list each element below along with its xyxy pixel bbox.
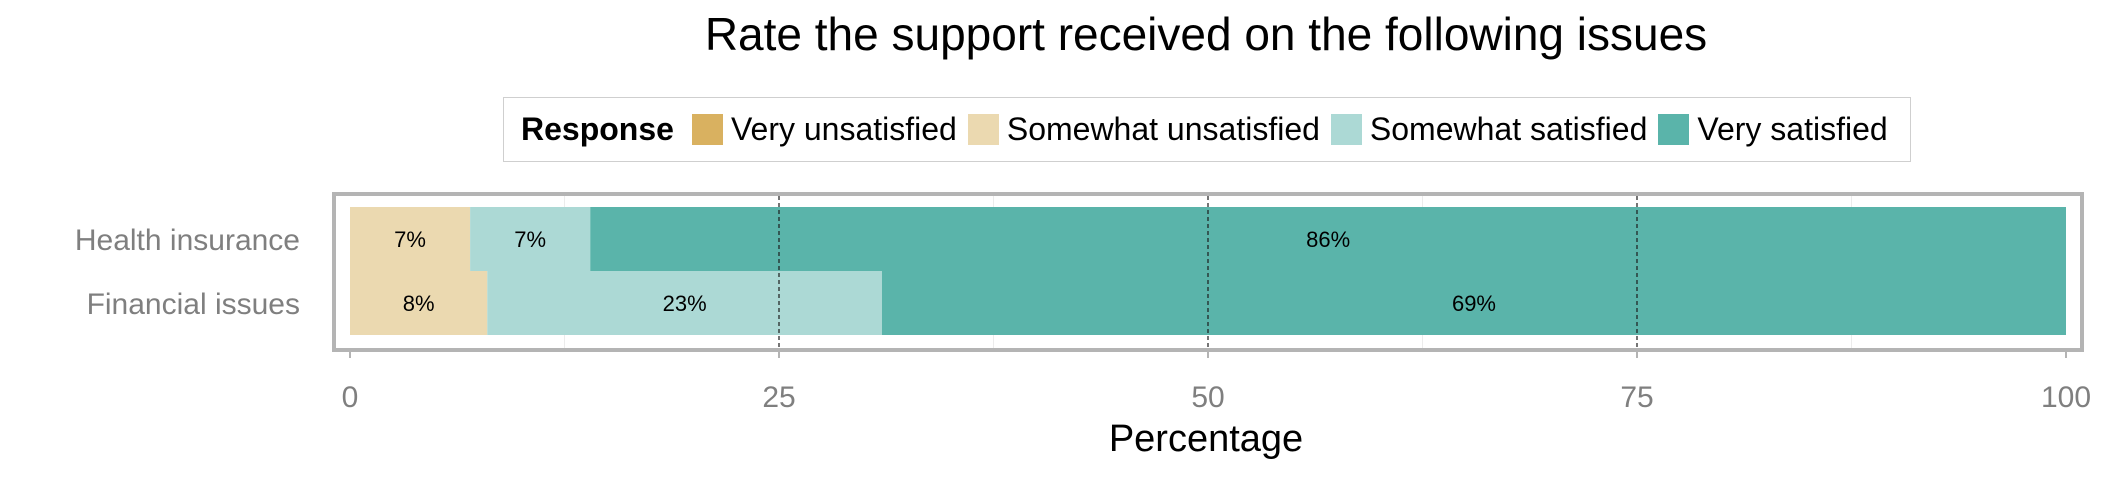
bar-row-health-insurance: 7% 7% 86%	[350, 207, 2066, 271]
x-axis-title: Percentage	[1109, 418, 1303, 460]
plot-area: 7% 7% 86% Health insurance 8% 23% 69% Financial…	[75, 192, 2091, 414]
bar-segment	[350, 271, 488, 335]
data-label: 23%	[663, 291, 707, 316]
legend-label: Somewhat unsatisfied	[1006, 111, 1320, 147]
bar-segment	[487, 271, 882, 335]
legend-swatch	[1658, 114, 1690, 145]
legend-swatch	[691, 114, 723, 145]
legend-item-very-satisfied: Very satisfied	[1658, 111, 1888, 148]
data-label: 69%	[1452, 291, 1496, 316]
legend: Response Very unsatisfied Somewhat unsat…	[503, 97, 1911, 162]
legend-swatch	[967, 114, 999, 145]
x-tick-label: 75	[1620, 381, 1653, 414]
bar-segment	[881, 271, 2067, 335]
chart-title: Rate the support received on the followi…	[705, 8, 1707, 60]
bar-row-financial-issues: 8% 23% 69%	[350, 271, 2067, 335]
x-tick-label: 0	[342, 381, 359, 414]
legend-swatch	[1330, 114, 1362, 145]
data-label: 7%	[514, 227, 546, 252]
data-label: 86%	[1306, 227, 1350, 252]
bar-segment	[590, 207, 2066, 271]
bar-segment	[350, 207, 471, 271]
x-tick-label: 25	[762, 381, 795, 414]
legend-label: Somewhat satisfied	[1369, 111, 1648, 147]
bar-segment	[470, 207, 591, 271]
y-tick-label: Health insurance	[75, 224, 300, 257]
legend-label: Very satisfied	[1697, 111, 1888, 147]
x-tick-label: 100	[2041, 381, 2091, 414]
x-tick-label: 50	[1191, 381, 1224, 414]
legend-item-somewhat-satisfied: Somewhat satisfied	[1330, 111, 1648, 148]
legend-item-very-unsatisfied: Very unsatisfied	[691, 111, 957, 148]
data-label: 8%	[403, 291, 435, 316]
data-label: 7%	[394, 227, 426, 252]
y-tick-label: Financial issues	[87, 288, 300, 321]
legend-item-somewhat-unsatisfied: Somewhat unsatisfied	[967, 111, 1320, 148]
legend-label: Very unsatisfied	[730, 111, 957, 147]
legend-title: Response	[521, 111, 674, 147]
